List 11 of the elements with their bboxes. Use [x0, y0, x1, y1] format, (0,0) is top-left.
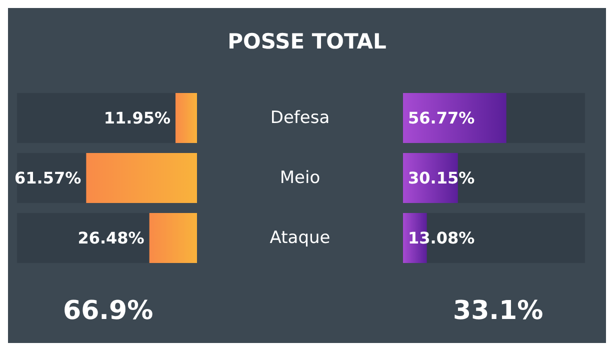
data-label: 26.48%: [78, 228, 144, 248]
data-label: 11.95%: [104, 108, 170, 128]
y-tick-label: Defesa: [270, 108, 330, 128]
text: 33.1%: [453, 296, 544, 326]
y-tick-label: Meio: [280, 168, 320, 188]
data-label: 56.77%: [408, 108, 475, 128]
data-label: 61.57%: [14, 168, 82, 188]
text: 66.9%: [63, 296, 154, 326]
data-label: 30.15%: [408, 168, 475, 188]
y-tick-label: Ataque: [270, 228, 330, 248]
text: POSSE TOTAL: [228, 30, 386, 54]
